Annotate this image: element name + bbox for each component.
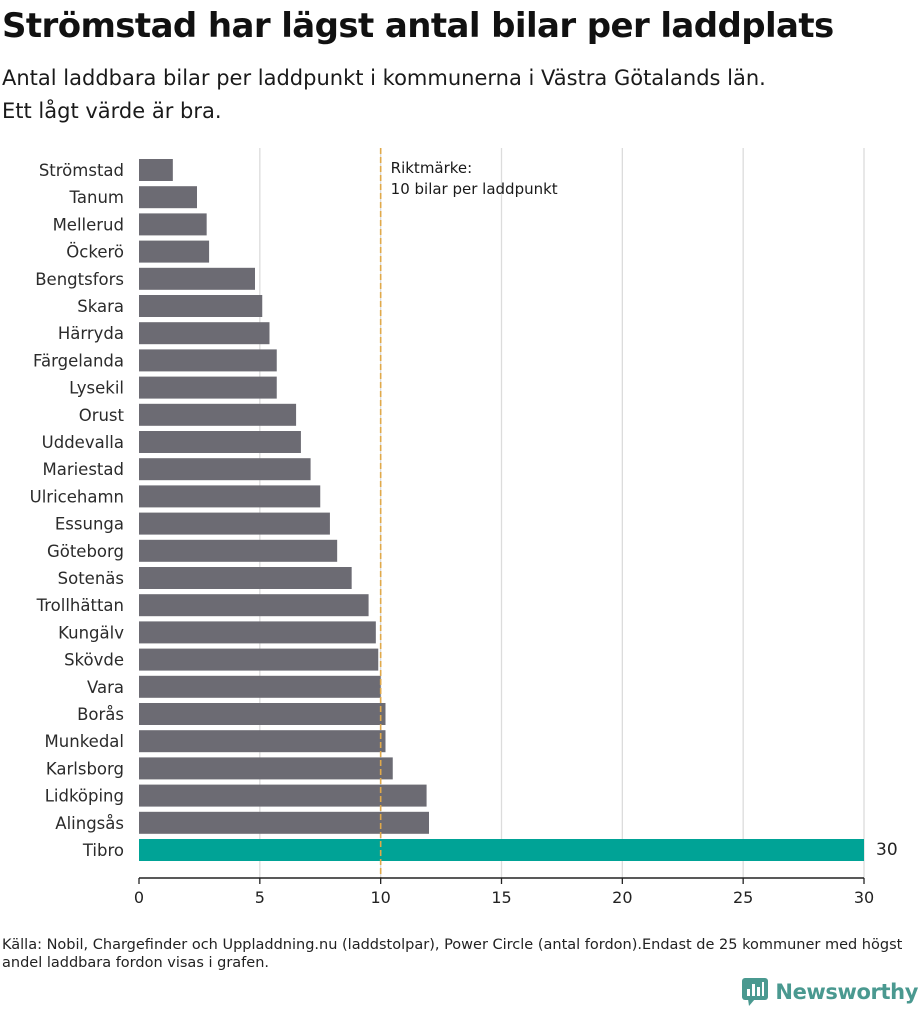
subtitle-line-2: Ett lågt värde är bra. bbox=[2, 99, 222, 123]
bar bbox=[139, 703, 386, 725]
bar bbox=[139, 322, 270, 345]
bar bbox=[139, 512, 330, 535]
category-label: Alingsås bbox=[55, 814, 124, 833]
category-label: Borås bbox=[77, 705, 124, 724]
bar bbox=[139, 295, 263, 317]
data-label: 30 bbox=[876, 840, 898, 860]
category-label: Trollhättan bbox=[36, 596, 124, 615]
x-tick-label: 20 bbox=[612, 888, 632, 907]
category-label: Kungälv bbox=[58, 623, 124, 642]
reference-label-line-1: Riktmärke: bbox=[391, 159, 473, 177]
x-tick-label: 15 bbox=[491, 888, 511, 907]
category-label: Skara bbox=[77, 297, 124, 316]
category-label: Färgelanda bbox=[33, 351, 124, 370]
brand-name: Newsworthy bbox=[775, 980, 918, 1004]
x-tick-label: 10 bbox=[370, 888, 390, 907]
category-label: Mariestad bbox=[42, 460, 124, 479]
bar bbox=[139, 811, 429, 834]
category-label: Tanum bbox=[69, 188, 124, 207]
category-label: Mellerud bbox=[53, 215, 124, 234]
bar bbox=[139, 730, 386, 753]
bar bbox=[139, 159, 173, 181]
bar bbox=[139, 784, 427, 807]
category-label: Munkedal bbox=[45, 732, 124, 751]
bar bbox=[139, 757, 393, 780]
x-tick-label: 0 bbox=[134, 888, 144, 907]
bar bbox=[139, 839, 864, 861]
bar bbox=[139, 675, 381, 698]
category-label: Lidköping bbox=[45, 787, 124, 806]
category-label: Öckerö bbox=[66, 243, 124, 262]
subtitle-line-1: Antal laddbara bilar per laddpunkt i kom… bbox=[2, 66, 766, 90]
bar bbox=[139, 594, 369, 617]
category-label: Sotenäs bbox=[58, 569, 124, 588]
category-label: Göteborg bbox=[47, 542, 124, 561]
category-label: Orust bbox=[79, 406, 125, 425]
category-label: Bengtsfors bbox=[35, 270, 124, 289]
bar bbox=[139, 213, 207, 236]
category-label: Essunga bbox=[55, 515, 124, 534]
bar bbox=[139, 648, 379, 671]
newsworthy-logo-icon bbox=[742, 978, 769, 1006]
category-label: Lysekil bbox=[69, 379, 124, 398]
bar bbox=[139, 621, 376, 644]
bar bbox=[139, 485, 321, 508]
x-tick-label: 30 bbox=[854, 888, 874, 907]
bar bbox=[139, 431, 301, 453]
page-subtitle: Antal laddbara bilar per laddpunkt i kom… bbox=[2, 62, 902, 128]
reference-label-line-2: 10 bilar per laddpunkt bbox=[391, 180, 558, 198]
category-label: Skövde bbox=[64, 651, 124, 670]
x-tick-label: 5 bbox=[255, 888, 265, 907]
category-label: Ulricehamn bbox=[30, 487, 124, 506]
category-label: Vara bbox=[87, 678, 124, 697]
bar bbox=[139, 240, 210, 263]
source-note: Källa: Nobil, Chargefinder och Uppladdni… bbox=[2, 937, 903, 971]
x-tick-label: 25 bbox=[733, 888, 753, 907]
bar bbox=[139, 567, 352, 589]
category-label: Härryda bbox=[58, 324, 124, 343]
category-label: Strömstad bbox=[39, 161, 124, 180]
bar bbox=[139, 349, 277, 372]
bar bbox=[139, 539, 338, 562]
bar bbox=[139, 186, 197, 209]
page-title: Strömstad har lägst antal bilar per ladd… bbox=[2, 6, 834, 46]
category-label: Tibro bbox=[82, 841, 124, 860]
brand-logo: Newsworthy bbox=[742, 978, 918, 1006]
category-label: Uddevalla bbox=[42, 433, 124, 452]
bar bbox=[139, 403, 297, 426]
bar bbox=[139, 376, 277, 399]
category-label: Karlsborg bbox=[46, 759, 124, 778]
bar bbox=[139, 267, 255, 290]
bar bbox=[139, 458, 311, 481]
bar-chart: Strömstad Tanum Mellerud Öckerö Bengtsfors Sk… bbox=[30, 148, 898, 907]
